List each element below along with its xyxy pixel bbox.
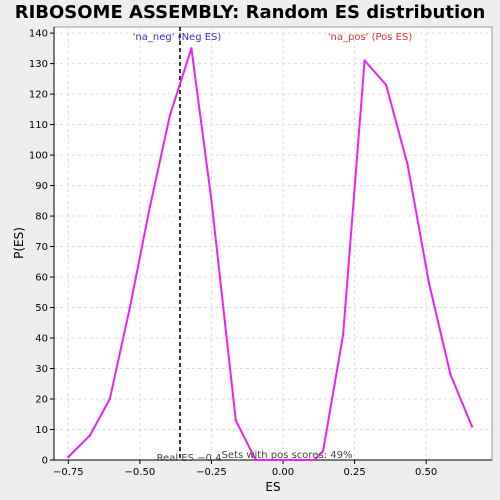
y-tick-label: 60	[35, 273, 48, 284]
data-point	[406, 163, 409, 166]
x-tick-label: 0.00	[272, 467, 294, 478]
grid-lines	[54, 27, 492, 461]
data-point	[234, 419, 237, 422]
plot-area	[53, 26, 493, 461]
y-tick-label: 130	[29, 59, 48, 70]
pos-scores-label: Sets with pos scores: 49%	[222, 450, 353, 461]
x-tick-label: 0.25	[343, 467, 365, 478]
data-point	[168, 114, 172, 117]
x-tick-label: −0.75	[53, 467, 84, 478]
axes: 0 10 20 30 40 50 60 70 80 90 100 110 120 130 140 −0.75 −…	[29, 27, 492, 478]
data-point	[148, 205, 152, 209]
y-tick-label: 50	[35, 303, 48, 314]
data-point	[293, 458, 296, 462]
data-point	[363, 59, 366, 62]
data-series	[67, 27, 474, 462]
data-point	[274, 458, 278, 462]
pos-es-label: 'na_pos' (Pos ES)	[328, 32, 413, 43]
y-tick-label: 100	[29, 151, 48, 162]
y-axis-label: P(ES)	[12, 227, 26, 259]
x-tick-label: 0.50	[415, 467, 437, 478]
y-tick-label: 20	[35, 395, 48, 406]
neg-es-label: 'na_neg' (Neg ES)	[133, 32, 222, 43]
data-point	[427, 281, 431, 285]
x-tick-label: −0.25	[196, 467, 227, 478]
y-tick-label: 120	[29, 90, 48, 101]
y-tick-label: 30	[35, 364, 48, 375]
annotations: 'na_neg' (Neg ES) 'na_pos' (Pos ES) Real…	[133, 32, 413, 464]
data-point	[313, 458, 316, 462]
data-point	[470, 425, 474, 428]
chart-title: RIBOSOME ASSEMBLY: Random ES distributio…	[15, 2, 486, 23]
data-point	[449, 373, 452, 376]
y-tick-label: 0	[42, 456, 48, 467]
y-tick-label: 140	[29, 29, 48, 40]
y-tick-label: 80	[35, 212, 48, 223]
y-tick-label: 110	[29, 120, 48, 131]
x-axis-label: ES	[265, 480, 280, 494]
data-point	[210, 199, 213, 203]
data-point	[108, 397, 112, 401]
data-point	[321, 449, 325, 453]
data-point	[384, 83, 388, 87]
data-point	[190, 47, 193, 50]
y-tick-label: 70	[35, 242, 48, 253]
y-tick-label: 10	[35, 425, 48, 436]
data-point	[67, 455, 70, 459]
x-tick-label: −0.50	[125, 467, 156, 478]
y-tick-label: 90	[35, 181, 48, 192]
data-point	[88, 434, 91, 437]
data-point	[128, 306, 132, 309]
data-point	[254, 458, 258, 462]
y-tick-label: 40	[35, 334, 48, 345]
data-point	[341, 333, 345, 337]
real-es-label: Real ES −0.4	[157, 453, 222, 464]
